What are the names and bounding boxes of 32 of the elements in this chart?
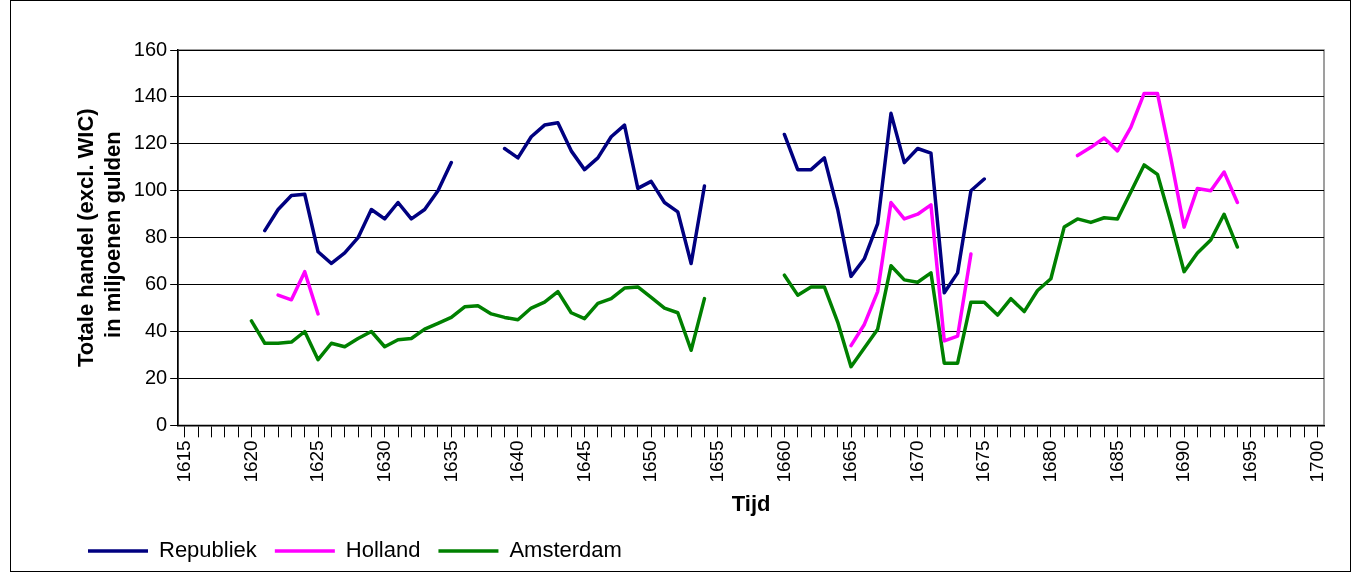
- x-tick-label: 1620: [239, 440, 261, 483]
- y-tick-label: 140: [133, 84, 168, 107]
- x-tick-label: 1640: [506, 440, 528, 483]
- x-tick-label: 1660: [772, 440, 794, 483]
- x-tick-label: 1630: [372, 440, 394, 483]
- x-tick-label: 1655: [706, 440, 728, 483]
- x-tick-label: 1695: [1238, 440, 1260, 483]
- x-axis-title: Tijd: [731, 490, 771, 516]
- y-tick-label: 20: [144, 365, 168, 388]
- y-tick-label: 40: [144, 319, 168, 342]
- x-tick-label: 1625: [306, 440, 328, 483]
- y-tick-label: 100: [133, 178, 168, 201]
- y-tick-label: 60: [144, 272, 168, 295]
- y-tick-label: 160: [133, 37, 168, 60]
- x-tick-label: 1675: [972, 440, 994, 483]
- y-axis-title: Totale handel (excl. WIC) in miljoenen gulden: [73, 108, 125, 368]
- legend-label: Republiek: [159, 537, 258, 563]
- x-tick-label: 1635: [439, 440, 461, 483]
- x-tick-label: 1680: [1039, 440, 1061, 483]
- x-tick-label: 1685: [1105, 440, 1127, 483]
- y-tick-label: 0: [156, 412, 168, 435]
- x-tick-label: 1690: [1172, 440, 1194, 483]
- x-tick-label: 1645: [572, 440, 594, 483]
- x-tick-label: 1650: [639, 440, 661, 483]
- x-tick-label: 1615: [173, 440, 195, 483]
- y-tick-label: 120: [133, 131, 168, 154]
- y-tick-label: 80: [144, 225, 168, 248]
- x-tick-label: 1700: [1305, 440, 1327, 483]
- x-tick-label: 1670: [905, 440, 927, 483]
- legend-label: Holland: [345, 537, 421, 563]
- legend-label: Amsterdam: [509, 537, 622, 563]
- x-tick-label: 1665: [839, 440, 861, 483]
